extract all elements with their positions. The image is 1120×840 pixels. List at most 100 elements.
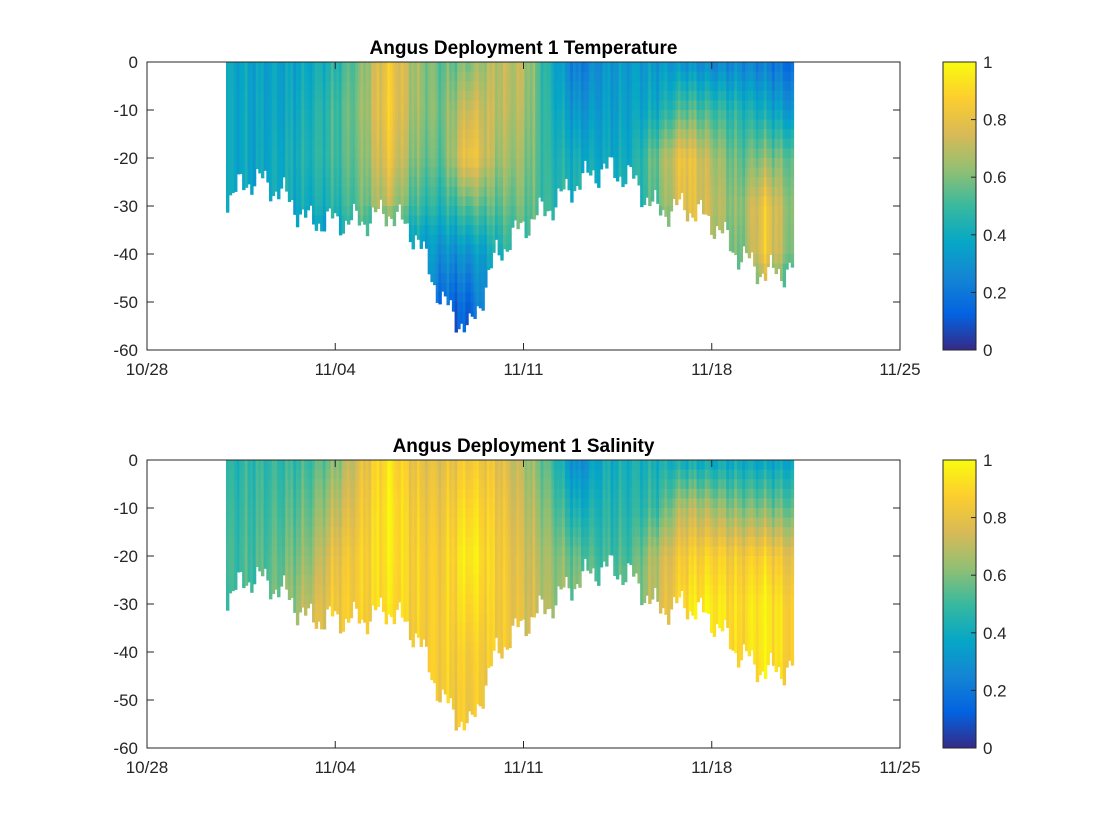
data-cell xyxy=(376,575,380,586)
data-cell xyxy=(277,527,281,538)
data-cell xyxy=(357,167,362,178)
data-cell xyxy=(675,62,679,73)
data-cell xyxy=(285,584,289,590)
data-cell xyxy=(228,546,233,557)
data-cell xyxy=(368,167,372,178)
data-cell xyxy=(731,129,735,140)
data-cell xyxy=(231,575,235,586)
data-cell xyxy=(669,148,674,159)
data-cell xyxy=(390,517,394,528)
data-cell xyxy=(271,167,276,178)
data-cell xyxy=(260,129,265,140)
data-cell xyxy=(521,158,526,169)
data-cell xyxy=(285,536,289,547)
data-cell xyxy=(548,138,553,149)
data-cell xyxy=(443,225,448,236)
data-cell xyxy=(234,546,238,557)
data-cell xyxy=(658,148,663,159)
data-cell xyxy=(355,62,359,73)
data-cell xyxy=(567,186,571,191)
data-cell xyxy=(373,604,378,611)
data-cell xyxy=(320,100,324,111)
data-cell xyxy=(502,244,507,250)
data-cell xyxy=(312,508,316,519)
data-cell xyxy=(376,479,380,490)
data-cell xyxy=(368,71,372,82)
data-cell xyxy=(562,81,566,92)
data-cell xyxy=(400,81,405,92)
data-cell xyxy=(384,469,389,480)
data-cell xyxy=(546,100,550,111)
data-cell xyxy=(433,119,437,130)
data-cell xyxy=(357,186,362,197)
data-cell xyxy=(446,100,450,111)
data-cell xyxy=(231,177,235,188)
data-cell xyxy=(599,129,604,140)
data-cell xyxy=(419,110,424,121)
data-cell xyxy=(406,90,410,101)
data-cell xyxy=(578,110,582,121)
data-cell xyxy=(761,215,765,226)
data-cell xyxy=(360,460,364,471)
data-cell xyxy=(710,129,714,140)
data-column xyxy=(610,62,614,158)
data-column xyxy=(314,62,319,231)
data-column xyxy=(685,62,690,222)
data-cell xyxy=(478,62,483,73)
data-cell xyxy=(306,196,311,207)
data-cell xyxy=(470,254,475,265)
data-column xyxy=(303,460,308,616)
data-cell xyxy=(438,62,442,73)
data-cell xyxy=(349,62,354,73)
data-cell xyxy=(546,158,550,169)
data-cell xyxy=(293,81,297,92)
data-column xyxy=(508,62,512,251)
data-cell xyxy=(766,225,770,236)
data-cell xyxy=(779,196,784,207)
data-cell xyxy=(282,90,286,101)
data-cell xyxy=(446,292,450,303)
data-cell xyxy=(607,119,612,130)
data-cell xyxy=(511,186,515,197)
data-cell xyxy=(271,508,276,519)
data-cell xyxy=(231,479,235,490)
data-cell xyxy=(384,527,389,538)
data-cell xyxy=(441,100,445,111)
data-cell xyxy=(255,167,259,170)
data-cell xyxy=(234,527,238,538)
data-cell xyxy=(330,62,335,73)
data-cell xyxy=(554,206,558,208)
data-cell xyxy=(312,138,316,149)
data-cell xyxy=(511,225,515,228)
data-cell xyxy=(535,186,539,197)
data-cell xyxy=(715,62,719,73)
data-cell xyxy=(414,225,418,236)
data-cell xyxy=(322,119,327,130)
data-cell xyxy=(720,215,725,226)
data-cell xyxy=(430,273,434,283)
data-cell xyxy=(782,186,787,197)
data-cell xyxy=(314,546,319,557)
data-cell xyxy=(734,119,738,130)
data-cell xyxy=(363,517,367,528)
data-cell xyxy=(701,100,706,111)
data-cell xyxy=(696,148,700,159)
data-cell xyxy=(365,100,370,111)
data-cell xyxy=(556,167,561,178)
data-cell xyxy=(338,62,343,73)
data-cell xyxy=(306,556,311,567)
data-cell xyxy=(269,158,273,169)
data-cell xyxy=(731,167,735,178)
data-cell xyxy=(376,71,380,82)
data-cell xyxy=(306,62,311,73)
data-cell xyxy=(379,100,383,111)
data-cell xyxy=(398,138,402,149)
data-cell xyxy=(699,71,703,82)
data-cell xyxy=(532,177,536,188)
data-cell xyxy=(263,129,268,140)
data-cell xyxy=(497,129,501,140)
data-cell xyxy=(508,158,512,169)
data-cell xyxy=(486,244,491,255)
data-cell xyxy=(650,110,655,121)
data-cell xyxy=(753,167,757,178)
